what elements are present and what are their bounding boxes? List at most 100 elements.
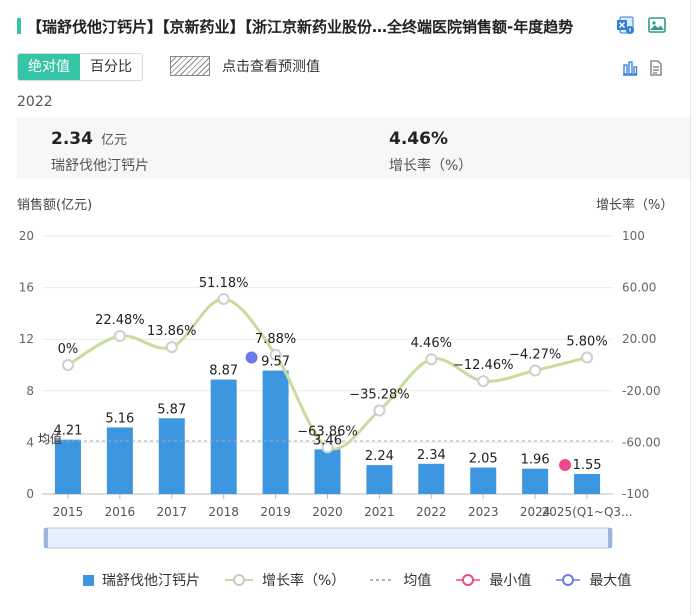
y-left-tick-label: 8 <box>26 384 34 398</box>
growth-value-label: 4.46% <box>411 336 452 351</box>
bar-value-label: 5.16 <box>105 411 134 426</box>
legend-item-average[interactable]: 均值 <box>369 570 431 590</box>
right-axis-title: 增长率（%） <box>596 198 674 213</box>
growth-value-label: −63.86% <box>297 424 357 439</box>
y-left-tick-label: 0 <box>26 487 34 501</box>
y-right-tick-label: 100 <box>622 229 645 243</box>
growth-value-label: 0% <box>58 342 79 357</box>
bar <box>106 427 133 494</box>
bar <box>522 468 549 494</box>
bar <box>470 467 497 494</box>
selected-year: 2022 <box>17 94 53 110</box>
x-tick-label: 2019 <box>260 505 291 519</box>
bar <box>574 474 601 494</box>
page-title: 【瑞舒伐他汀钙片】【京新药业】【浙江京新药业股份…全终端医院销售额-年度趋势 <box>27 18 574 36</box>
y-left-tick-label: 16 <box>19 281 34 295</box>
summary-sales-unit: 亿元 <box>100 133 127 148</box>
tab-percentage[interactable]: 百分比 <box>80 54 142 80</box>
growth-point <box>217 292 230 305</box>
summary-card: 2.34 亿元 瑞舒伐他汀钙片 4.46% 增长率（%） <box>17 117 690 179</box>
bar-value-label: 4.21 <box>53 424 82 439</box>
legend-dash-swatch <box>369 573 395 587</box>
legend-label-sales: 瑞舒伐他汀钙片 <box>102 573 200 589</box>
bar <box>210 379 237 494</box>
legend-label-min: 最小值 <box>489 573 532 589</box>
bar <box>418 463 445 494</box>
growth-point <box>165 341 178 354</box>
summary-sales-value: 2.34 亿元 <box>51 129 127 149</box>
forecast-pattern-icon <box>170 56 210 76</box>
bar-value-label: 8.87 <box>209 364 238 379</box>
bar-value-label: 9.57 <box>261 355 290 370</box>
bar-value-label: 2.34 <box>417 448 446 463</box>
growth-point <box>321 441 334 454</box>
y-right-tick-label: -100 <box>622 487 649 501</box>
x-tick-label: 2023 <box>468 505 499 519</box>
zoom-slider-handle-right <box>608 528 612 548</box>
x-tick-label: 2024 <box>520 505 551 519</box>
x-tick-label: 2021 <box>364 505 395 519</box>
growth-value-label: 7.88% <box>255 332 296 347</box>
legend-bar-swatch <box>83 574 94 586</box>
bar-chart-icon[interactable] <box>619 57 641 79</box>
average-label: 均值 <box>38 431 62 446</box>
legend-min-swatch <box>455 573 481 587</box>
y-left-tick-label: 12 <box>19 332 34 346</box>
bar <box>262 370 289 494</box>
zoom-slider-handle-left <box>44 528 48 548</box>
summary-sales-label: 瑞舒伐他汀钙片 <box>51 158 149 174</box>
x-tick-label: 2016 <box>105 505 136 519</box>
y-right-tick-label: 20.00 <box>622 332 656 346</box>
image-export-icon[interactable] <box>646 14 668 36</box>
y-right-tick-label: -60.00 <box>622 435 661 449</box>
panel-header: 【瑞舒伐他汀钙片】【京新药业】【浙江京新药业股份…全终端医院销售额-年度趋势 <box>0 10 690 42</box>
growth-value-label: −12.46% <box>453 358 513 373</box>
x-tick-label: 2018 <box>208 505 239 519</box>
document-icon[interactable] <box>645 57 667 79</box>
bar-value-label: 2.05 <box>469 452 498 467</box>
chart-legend: 瑞舒伐他汀钙片 增长率（%） 均值 最小值 最大值 <box>83 570 655 590</box>
bar-value-label: 2.24 <box>365 449 394 464</box>
legend-item-min[interactable]: 最小值 <box>455 570 531 590</box>
growth-point <box>113 330 126 343</box>
legend-item-max[interactable]: 最大值 <box>555 570 631 590</box>
growth-point <box>477 375 490 388</box>
summary-growth-value: 4.46% <box>389 129 448 149</box>
value-mode-tabs: 绝对值 百分比 <box>17 53 143 81</box>
growth-point <box>373 404 386 417</box>
x-tick-label: 2020 <box>312 505 343 519</box>
left-axis-title: 销售额(亿元) <box>17 198 93 213</box>
growth-point <box>269 348 282 361</box>
growth-point <box>425 353 438 366</box>
growth-point <box>61 359 74 371</box>
bar-value-label: 5.87 <box>157 402 186 417</box>
bar <box>158 418 185 494</box>
tab-absolute[interactable]: 绝对值 <box>18 54 80 80</box>
growth-point <box>529 364 542 377</box>
x-tick-label: 2025(Q1~Q3... <box>542 505 633 519</box>
forecast-toggle[interactable]: 点击查看预测值 <box>170 56 320 76</box>
zoom-slider-track <box>43 527 613 549</box>
y-left-tick-label: 20 <box>19 229 34 243</box>
growth-value-label: 51.18% <box>199 276 249 291</box>
bar-value-label: 1.55 <box>573 458 602 473</box>
excel-export-icon[interactable] <box>614 14 636 36</box>
min-marker <box>559 459 572 472</box>
x-tick-label: 2017 <box>156 505 187 519</box>
y-left-tick-label: 4 <box>26 435 34 449</box>
legend-line-swatch <box>224 573 254 587</box>
legend-label-growth: 增长率（%） <box>262 573 346 589</box>
y-right-tick-label: -20.00 <box>622 384 661 398</box>
legend-item-sales[interactable]: 瑞舒伐他汀钙片 <box>83 570 200 590</box>
y-right-tick-label: 60.00 <box>622 281 656 295</box>
legend-item-growth[interactable]: 增长率（%） <box>224 570 345 590</box>
x-tick-label: 2022 <box>416 505 447 519</box>
growth-value-label: −4.27% <box>509 348 561 363</box>
growth-value-label: 22.48% <box>95 313 145 328</box>
bar-value-label: 1.96 <box>521 453 550 468</box>
bar-value-label: 3.46 <box>313 433 342 448</box>
legend-max-swatch <box>555 573 581 587</box>
bar <box>366 465 393 494</box>
max-marker <box>245 351 258 364</box>
